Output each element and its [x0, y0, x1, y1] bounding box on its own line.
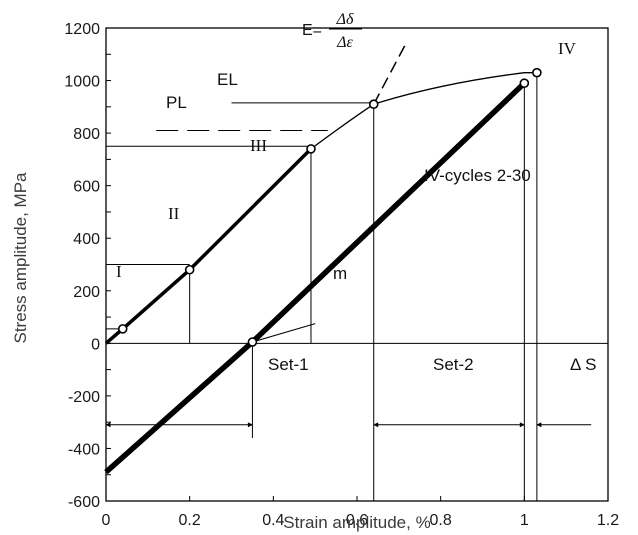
y-tick-label: -200 — [68, 389, 100, 406]
annotation-IV: IV — [558, 39, 577, 58]
reference-lines — [105, 72, 608, 501]
annotation-EL: EL — [217, 70, 238, 89]
elastic-extension-line — [373, 40, 408, 105]
data-point — [184, 264, 195, 275]
y-tick-label: 400 — [73, 231, 100, 248]
x-tick-label: 1.2 — [597, 512, 619, 529]
loading-curve-elastic — [104, 147, 313, 345]
x-tick-label: 0.4 — [262, 512, 284, 529]
x-tick-label: 1 — [520, 512, 529, 529]
y-tick-label: 1000 — [64, 74, 100, 91]
data-point — [519, 78, 530, 88]
y-tick-label: 800 — [73, 126, 100, 143]
y-tick-label: 0 — [91, 336, 100, 353]
annotation-PL: PL — [166, 93, 187, 112]
data-point — [117, 324, 128, 334]
data-points — [117, 67, 542, 347]
annotation-delta-s: Δ S — [570, 355, 596, 374]
annotation-I: I — [116, 262, 122, 281]
x-tick-label: 0 — [102, 512, 111, 529]
x-tick-label: 0.6 — [346, 512, 368, 529]
data-point — [532, 67, 542, 78]
formula-numerator: Δδ — [336, 11, 354, 28]
loading-curve-plastic — [310, 72, 537, 150]
y-tick-label: -400 — [68, 441, 100, 458]
annotation-III: III — [250, 136, 267, 155]
leader-m — [252, 323, 316, 343]
annotation-set1: Set-1 — [268, 355, 309, 374]
y-axis-label: Stress amplitude, MPa — [11, 172, 30, 344]
x-tick-label: 0.2 — [179, 512, 201, 529]
y-tick-label: 1200 — [64, 21, 100, 38]
formula-e-prefix: E= — [302, 22, 322, 39]
y-tick-label: 200 — [73, 284, 100, 301]
annotation-set2: Set-2 — [433, 355, 474, 374]
annotation-m: m — [333, 264, 347, 283]
y-tick-label: 600 — [73, 179, 100, 196]
data-point — [247, 337, 258, 347]
formula-denominator: Δε — [336, 34, 353, 51]
x-tick-label: 0.8 — [430, 512, 452, 529]
annotation-cycles: IV-cycles 2-30 — [424, 166, 531, 185]
y-tick-label: -600 — [68, 494, 100, 511]
cycles-curve — [104, 81, 527, 475]
data-point — [368, 99, 379, 110]
x-axis-label: Strain amplitude, % — [283, 513, 430, 532]
data-point — [306, 144, 316, 154]
axis-ticks: 0 0.2 0.4 0.6 0.8 1 1.2 -600 -400 -200 0 200 400 600 8… — [64, 21, 619, 529]
annotation-II: II — [168, 204, 180, 223]
